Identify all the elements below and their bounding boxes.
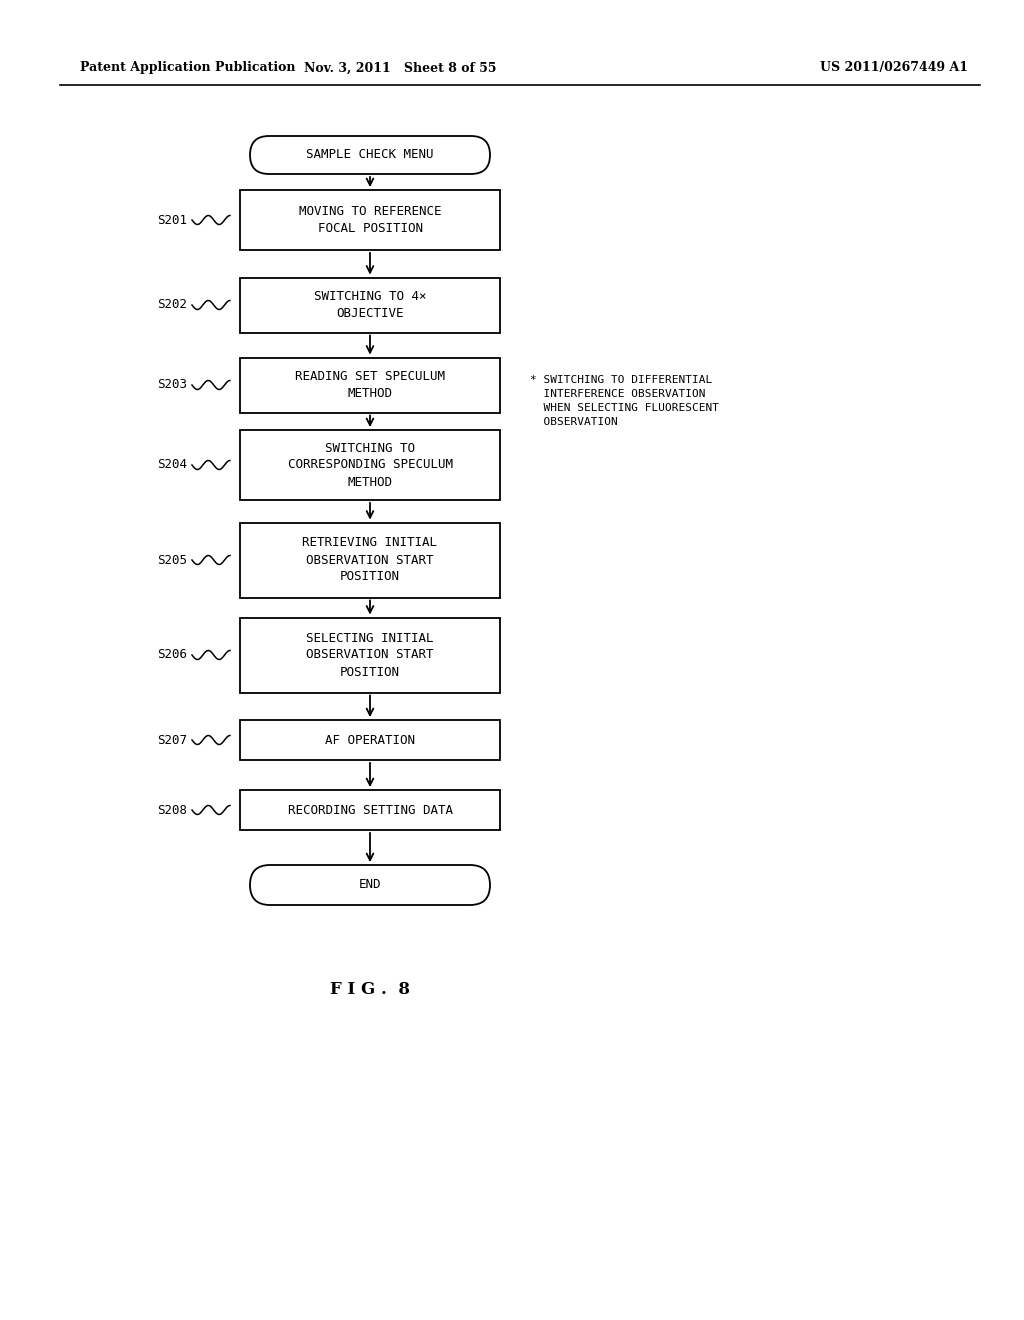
- FancyBboxPatch shape: [250, 865, 490, 906]
- Text: S207: S207: [157, 734, 187, 747]
- Text: RECORDING SETTING DATA: RECORDING SETTING DATA: [288, 804, 453, 817]
- Bar: [240, 523, 500, 598]
- Text: Patent Application Publication: Patent Application Publication: [80, 62, 296, 74]
- Text: SAMPLE CHECK MENU: SAMPLE CHECK MENU: [306, 149, 434, 161]
- Bar: [240, 719, 500, 760]
- Text: AF OPERATION: AF OPERATION: [325, 734, 415, 747]
- Text: * SWITCHING TO DIFFERENTIAL
  INTERFERENCE OBSERVATION
  WHEN SELECTING FLUORESC: * SWITCHING TO DIFFERENTIAL INTERFERENCE…: [530, 375, 719, 426]
- Bar: [240, 277, 500, 333]
- Bar: [240, 430, 500, 500]
- Text: US 2011/0267449 A1: US 2011/0267449 A1: [820, 62, 968, 74]
- Text: END: END: [358, 879, 381, 891]
- Bar: [240, 618, 500, 693]
- Text: S206: S206: [157, 648, 187, 661]
- Text: S205: S205: [157, 553, 187, 566]
- Text: MOVING TO REFERENCE
FOCAL POSITION: MOVING TO REFERENCE FOCAL POSITION: [299, 205, 441, 235]
- Bar: [240, 190, 500, 249]
- Text: SWITCHING TO
CORRESPONDING SPECULUM
METHOD: SWITCHING TO CORRESPONDING SPECULUM METH…: [288, 441, 453, 488]
- FancyBboxPatch shape: [250, 136, 490, 174]
- Text: READING SET SPECULUM
METHOD: READING SET SPECULUM METHOD: [295, 370, 445, 400]
- Text: RETRIEVING INITIAL
OBSERVATION START
POSITION: RETRIEVING INITIAL OBSERVATION START POS…: [302, 536, 437, 583]
- Text: S203: S203: [157, 379, 187, 392]
- Text: S208: S208: [157, 804, 187, 817]
- Text: S202: S202: [157, 298, 187, 312]
- Bar: [240, 358, 500, 412]
- Text: F I G .  8: F I G . 8: [330, 982, 410, 998]
- Text: Nov. 3, 2011   Sheet 8 of 55: Nov. 3, 2011 Sheet 8 of 55: [304, 62, 497, 74]
- Text: S204: S204: [157, 458, 187, 471]
- Text: SWITCHING TO 4×
OBJECTIVE: SWITCHING TO 4× OBJECTIVE: [313, 290, 426, 319]
- Text: S201: S201: [157, 214, 187, 227]
- Text: SELECTING INITIAL
OBSERVATION START
POSITION: SELECTING INITIAL OBSERVATION START POSI…: [306, 631, 434, 678]
- Bar: [240, 789, 500, 830]
